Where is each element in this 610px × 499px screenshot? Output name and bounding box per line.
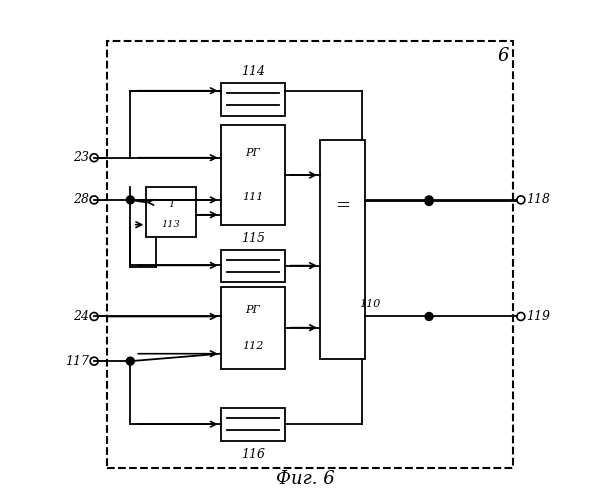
Text: 113: 113 [162,220,181,229]
Circle shape [425,196,433,204]
Text: 118: 118 [526,194,550,207]
FancyBboxPatch shape [221,287,285,369]
FancyBboxPatch shape [146,188,196,237]
Text: 111: 111 [242,192,264,202]
Circle shape [517,312,525,320]
FancyBboxPatch shape [221,250,285,282]
Circle shape [425,198,433,206]
Text: 119: 119 [526,310,550,323]
Circle shape [517,196,525,204]
Text: 112: 112 [242,341,264,351]
Circle shape [90,154,98,162]
Text: 114: 114 [241,65,265,78]
Text: 23: 23 [73,151,89,164]
Circle shape [90,357,98,365]
Text: 115: 115 [241,232,265,245]
FancyBboxPatch shape [221,125,285,225]
Text: 110: 110 [359,299,380,309]
Circle shape [90,312,98,320]
Text: 24: 24 [73,310,89,323]
Circle shape [126,196,134,204]
FancyBboxPatch shape [320,140,365,359]
FancyBboxPatch shape [107,41,514,468]
Circle shape [126,357,134,365]
Text: Фиг. 6: Фиг. 6 [276,470,334,488]
Text: 117: 117 [65,355,89,368]
Text: 1: 1 [168,200,174,210]
Circle shape [425,312,433,320]
FancyBboxPatch shape [221,83,285,116]
Text: РГ: РГ [245,305,260,315]
Text: РГ: РГ [245,148,260,158]
Circle shape [90,196,98,204]
Text: 6: 6 [498,47,509,65]
Text: =: = [335,197,350,215]
Text: 28: 28 [73,194,89,207]
Text: 116: 116 [241,448,265,461]
FancyBboxPatch shape [221,408,285,441]
